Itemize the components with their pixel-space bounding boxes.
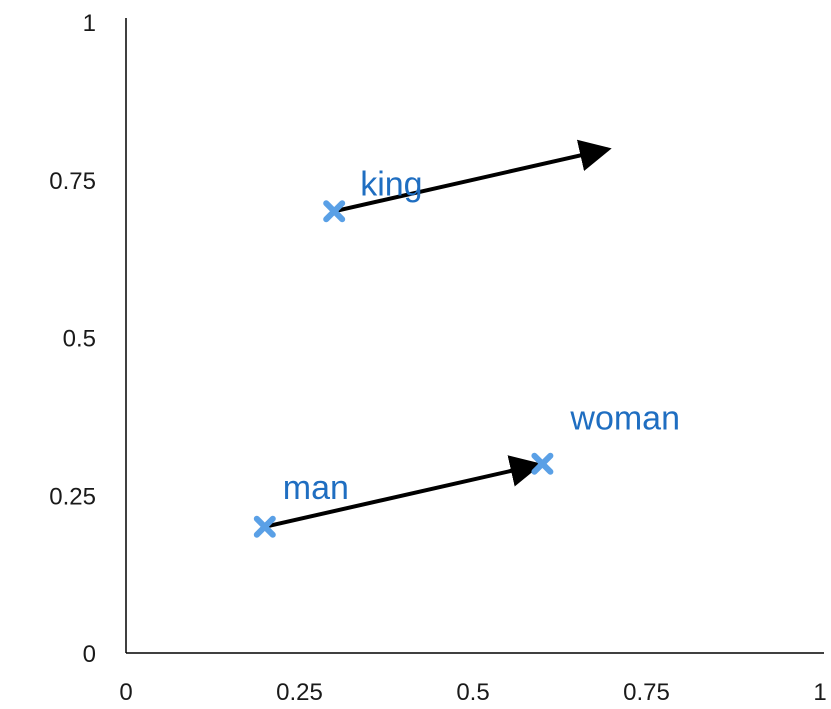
point-labels: king man woman (283, 165, 680, 507)
point-label-man: man (283, 469, 349, 507)
vector-arrow (333, 139, 612, 214)
y-tick-label: 0.5 (63, 326, 96, 353)
arrows (264, 139, 612, 529)
y-tick-label: 0.25 (49, 483, 96, 510)
axes (125, 18, 824, 654)
data-points (253, 200, 554, 538)
x-tick-label: 1 (813, 679, 826, 706)
x-tick-label: 0.75 (623, 679, 670, 706)
x-tick-label: 0.5 (456, 679, 489, 706)
y-tick-label: 1 (83, 10, 96, 37)
tick-labels: 0 0.25 0.5 0.75 1 0 0.25 0.5 0.75 1 (49, 10, 826, 706)
point-label-king: king (360, 165, 422, 203)
point-marker-man (253, 515, 276, 538)
point-marker-woman (531, 452, 554, 475)
x-tick-label: 0.25 (276, 679, 323, 706)
y-tick-label: 0.75 (49, 168, 96, 195)
vector-arrow (264, 455, 543, 529)
x-tick-label: 0 (119, 679, 132, 706)
point-label-woman: woman (569, 400, 680, 438)
point-marker-king (323, 200, 346, 223)
y-tick-label: 0 (83, 641, 96, 668)
